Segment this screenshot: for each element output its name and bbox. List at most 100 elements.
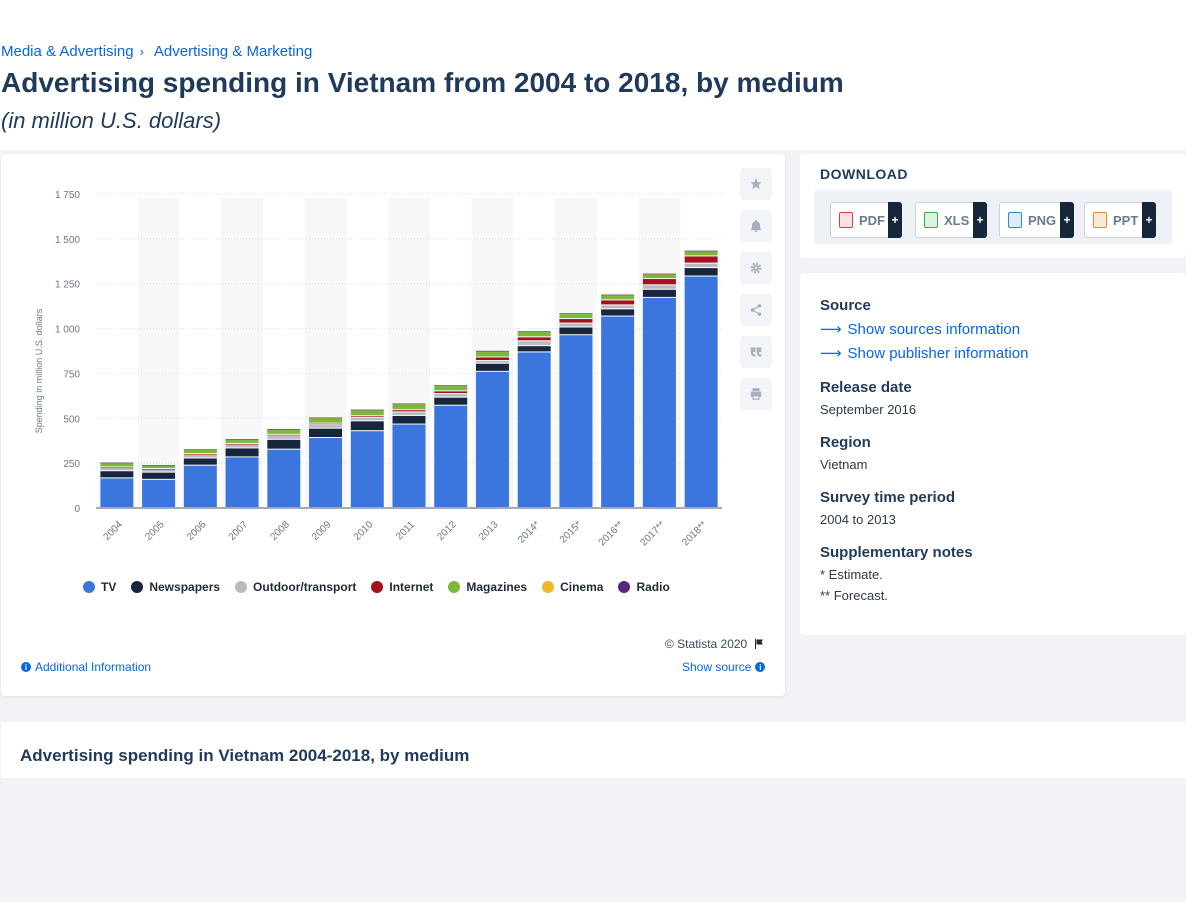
legend-swatch — [448, 581, 461, 593]
column-band — [137, 198, 180, 508]
flag-icon[interactable] — [753, 638, 765, 650]
breadcrumb-media-advertising[interactable]: Media & Advertising — [1, 43, 134, 60]
bar-segment-outdoor-transport — [100, 467, 134, 471]
x-tick-label: 2016** — [597, 519, 626, 548]
release-date-value: September 2016 — [820, 402, 917, 417]
bar-segment-newspapers — [434, 397, 468, 405]
legend-item[interactable]: Cinema — [542, 580, 603, 594]
notification-button[interactable] — [740, 210, 772, 242]
legend-label: Internet — [389, 580, 434, 594]
legend-swatch — [235, 581, 248, 593]
legend-swatch — [618, 581, 631, 593]
bar-segment-radio — [350, 409, 384, 411]
bar-segment-magazines — [392, 403, 426, 410]
bar-segment-internet — [601, 300, 635, 305]
legend-label: TV — [101, 580, 117, 594]
download-ppt-button[interactable]: PPT + — [1084, 202, 1156, 238]
bar-segment-outdoor-transport — [434, 394, 468, 397]
show-publisher-link[interactable]: ⟶ Show publisher information — [820, 344, 1028, 363]
png-plus[interactable]: + — [1060, 202, 1074, 238]
cite-button[interactable] — [740, 336, 772, 368]
show-source-link[interactable]: Show source i — [682, 660, 766, 674]
related-statistic-title[interactable]: Advertising spending in Vietnam 2004-201… — [20, 746, 470, 765]
quote-icon — [750, 347, 762, 357]
bar-segment-outdoor-transport — [475, 361, 509, 363]
bar-segment-outdoor-transport — [392, 412, 426, 415]
bar-segment-internet — [183, 454, 217, 455]
download-png-button[interactable]: PNG + — [999, 202, 1074, 238]
info-icon: i — [755, 662, 766, 672]
legend-item[interactable]: Internet — [371, 580, 433, 594]
show-sources-label: Show sources information — [847, 320, 1021, 338]
bar-segment-radio — [100, 462, 134, 464]
download-title: DOWNLOAD — [820, 166, 908, 182]
bar-segment-internet — [225, 443, 259, 445]
bar-segment-tv — [309, 438, 343, 507]
legend-label: Newspapers — [149, 580, 221, 594]
bar-segment-radio — [225, 439, 259, 440]
pdf-file-icon — [839, 212, 853, 228]
legend-label: Radio — [636, 580, 670, 594]
legend-item[interactable]: Newspapers — [131, 580, 220, 594]
bar-segment-radio — [517, 331, 551, 332]
chart-card: 0 250 500 750 1 000 1 250 1 500 1 750 Spending i… — [1, 154, 785, 696]
x-tick-label: 2013 — [477, 519, 501, 543]
pdf-plus[interactable]: + — [888, 202, 902, 238]
xls-plus[interactable]: + — [973, 202, 987, 238]
y-tick-label: 1 500 — [55, 235, 80, 246]
legend-item[interactable]: Outdoor/transport — [235, 580, 356, 594]
legend-item[interactable]: Magazines — [448, 580, 527, 594]
bar-segment-tv — [434, 405, 468, 507]
bar-segment-outdoor-transport — [350, 418, 384, 421]
bar-segment-internet — [642, 279, 676, 285]
bar-segment-newspapers — [100, 471, 134, 478]
pdf-label: PDF — [859, 212, 885, 228]
ppt-label: PPT — [1113, 212, 1139, 228]
bar-segment-newspapers — [392, 415, 426, 424]
bar-segment-outdoor-transport — [684, 263, 718, 268]
breadcrumb: Media & Advertising › Advertising & Mark… — [1, 43, 312, 60]
y-axis-title: Spending in million U.S. dollars — [34, 308, 44, 433]
breadcrumb-advertising-marketing[interactable]: Advertising & Marketing — [153, 43, 313, 60]
ppt-plus[interactable]: + — [1142, 202, 1156, 238]
bar-segment-magazines — [642, 274, 676, 279]
bar-segment-tv — [475, 371, 509, 507]
download-xls-button[interactable]: XLS + — [915, 202, 987, 238]
bar-segment-tv — [684, 276, 718, 507]
download-pdf-button[interactable]: PDF + — [830, 202, 902, 238]
additional-information-link[interactable]: i Additional Information — [21, 660, 151, 674]
bar-segment-internet — [309, 423, 343, 425]
y-tick-label: 500 — [63, 414, 80, 425]
legend-item[interactable]: TV — [83, 580, 116, 594]
favorite-button[interactable] — [740, 168, 772, 200]
bar-segment-radio — [267, 429, 301, 430]
related-statistic-card: Advertising spending in Vietnam 2004-201… — [1, 722, 1186, 778]
legend-item[interactable]: Radio — [618, 580, 670, 594]
bar-segment-outdoor-transport — [225, 444, 259, 448]
settings-button[interactable] — [740, 252, 772, 284]
bar-segment-internet — [684, 256, 718, 263]
copyright: © Statista 2020 — [665, 637, 765, 651]
bar-segment-outdoor-transport — [309, 425, 343, 428]
bar-segment-outdoor-transport — [142, 469, 176, 472]
bar-segment-radio — [684, 250, 718, 252]
bar-segment-internet — [517, 337, 551, 341]
bar-segment-radio — [392, 403, 426, 405]
share-button[interactable] — [740, 294, 772, 326]
x-tick-label: 2005 — [143, 519, 167, 543]
y-tick-label: 1 750 — [55, 190, 80, 201]
bar-segment-newspapers — [601, 309, 635, 316]
gear-icon — [750, 262, 762, 274]
copyright-text: © Statista 2020 — [665, 637, 748, 651]
page-title: Advertising spending in Vietnam from 200… — [1, 67, 844, 98]
legend-label: Cinema — [560, 580, 604, 594]
x-tick-label: 2011 — [394, 519, 417, 542]
share-icon — [750, 304, 762, 316]
survey-period-heading: Survey time period — [820, 489, 956, 506]
show-sources-link[interactable]: ⟶ Show sources information — [820, 320, 1021, 339]
bar-segment-internet — [100, 467, 134, 469]
bar-segment-newspapers — [559, 327, 593, 335]
print-button[interactable] — [740, 378, 772, 410]
bar-segment-internet — [142, 469, 176, 470]
print-icon — [750, 388, 762, 400]
